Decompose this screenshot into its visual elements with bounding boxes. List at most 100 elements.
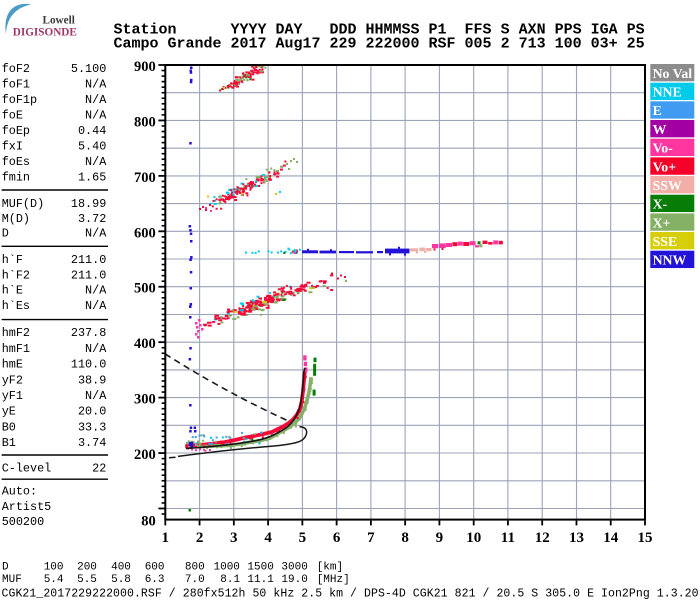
svg-text:h`E: h`E — [2, 284, 23, 298]
svg-text:hmF1: hmF1 — [2, 342, 30, 356]
svg-text:N/A: N/A — [85, 155, 107, 169]
svg-text:38.9: 38.9 — [78, 373, 106, 387]
svg-text:N/A: N/A — [85, 299, 107, 313]
svg-text:5.40: 5.40 — [78, 139, 106, 153]
svg-text:600: 600 — [145, 561, 165, 573]
svg-text:D: D — [2, 561, 9, 573]
svg-text:h`Es: h`Es — [2, 299, 30, 313]
svg-text:yF1: yF1 — [2, 389, 23, 403]
svg-text:5.5: 5.5 — [77, 574, 97, 586]
svg-text:B0: B0 — [2, 420, 16, 434]
svg-text:200: 200 — [77, 561, 97, 573]
svg-text:211.0: 211.0 — [71, 268, 106, 282]
svg-text:800: 800 — [185, 561, 205, 573]
svg-text:N/A: N/A — [85, 284, 107, 298]
svg-text:yE: yE — [2, 405, 16, 419]
svg-text:1.65: 1.65 — [78, 171, 106, 185]
svg-text:11: 11 — [501, 530, 515, 546]
svg-text:Artist5: Artist5 — [2, 500, 52, 514]
svg-text:4: 4 — [264, 530, 272, 546]
svg-text:110.0: 110.0 — [71, 358, 106, 372]
svg-text:DIGISONDE: DIGISONDE — [13, 26, 77, 38]
svg-text:600: 600 — [134, 225, 156, 241]
svg-text:3.74: 3.74 — [78, 436, 106, 450]
svg-text:W: W — [653, 122, 667, 137]
svg-text:yF2: yF2 — [2, 373, 23, 387]
svg-text:237.8: 237.8 — [71, 326, 106, 340]
svg-text:NNW: NNW — [653, 253, 687, 268]
svg-text:B1: B1 — [2, 436, 16, 450]
svg-text:C-level: C-level — [2, 462, 52, 476]
svg-text:3.72: 3.72 — [78, 212, 106, 226]
svg-text:M(D): M(D) — [2, 212, 30, 226]
svg-text:7: 7 — [367, 530, 375, 546]
svg-text:5.100: 5.100 — [71, 62, 106, 76]
svg-text:6.3: 6.3 — [145, 574, 165, 586]
svg-text:2: 2 — [196, 530, 204, 546]
svg-text:hmE: hmE — [2, 358, 23, 372]
svg-text:211.0: 211.0 — [71, 253, 106, 267]
svg-text:Campo Grande 2017 Aug17 229 22: Campo Grande 2017 Aug17 229 222000 RSF 0… — [114, 36, 645, 53]
svg-text:SSW: SSW — [653, 178, 682, 193]
svg-text:fxI: fxI — [2, 139, 23, 153]
svg-text:500200: 500200 — [2, 515, 44, 529]
svg-text:N/A: N/A — [85, 93, 107, 107]
svg-text:[MHz]: [MHz] — [317, 574, 350, 586]
svg-text:1000: 1000 — [214, 561, 240, 573]
svg-text:hmF2: hmF2 — [2, 326, 30, 340]
svg-text:5.4: 5.4 — [44, 574, 64, 586]
svg-text:200: 200 — [134, 447, 156, 463]
svg-text:12: 12 — [535, 530, 550, 546]
svg-text:80: 80 — [141, 514, 156, 530]
svg-text:fmin: fmin — [2, 171, 30, 185]
svg-text:15: 15 — [638, 530, 653, 546]
svg-text:20.0: 20.0 — [78, 405, 106, 419]
svg-text:h`F: h`F — [2, 253, 23, 267]
svg-text:5.8: 5.8 — [111, 574, 131, 586]
svg-text:900: 900 — [134, 59, 156, 75]
svg-text:MUF: MUF — [2, 574, 22, 586]
svg-text:foE: foE — [2, 109, 23, 123]
svg-text:11.1: 11.1 — [247, 574, 274, 586]
svg-text:22: 22 — [92, 462, 106, 476]
svg-text:13: 13 — [569, 530, 584, 546]
svg-text:8: 8 — [401, 530, 409, 546]
svg-text:5: 5 — [299, 530, 307, 546]
svg-text:3: 3 — [230, 530, 238, 546]
svg-text:Auto:: Auto: — [2, 485, 37, 499]
svg-text:foF1p: foF1p — [2, 93, 37, 107]
svg-text:N/A: N/A — [85, 227, 107, 241]
svg-text:9: 9 — [436, 530, 444, 546]
svg-text:N/A: N/A — [85, 342, 107, 356]
svg-text:3000: 3000 — [281, 561, 307, 573]
svg-text:Vo+: Vo+ — [653, 159, 677, 174]
svg-text:Station YYYY DAY DDD HH: Station YYYY DAY DDD HHMMSS P1 FFS S AXN… — [114, 21, 645, 38]
svg-text:Lowell: Lowell — [43, 15, 75, 27]
svg-text:0.44: 0.44 — [78, 124, 106, 138]
svg-text:1: 1 — [162, 530, 170, 546]
svg-text:D: D — [2, 227, 9, 241]
svg-text:18.99: 18.99 — [71, 197, 106, 211]
svg-text:10: 10 — [466, 530, 481, 546]
svg-text:foF1: foF1 — [2, 78, 30, 92]
svg-text:100: 100 — [44, 561, 64, 573]
svg-text:foF2: foF2 — [2, 62, 30, 76]
svg-text:h`F2: h`F2 — [2, 268, 30, 282]
svg-text:CGK21_2017229222000.RSF / 280f: CGK21_2017229222000.RSF / 280fx512h 50 k… — [2, 587, 699, 600]
svg-text:400: 400 — [134, 336, 156, 352]
svg-text:MUF(D): MUF(D) — [2, 197, 44, 211]
svg-text:N/A: N/A — [85, 109, 107, 123]
svg-text:Vo-: Vo- — [653, 141, 674, 156]
svg-text:X-: X- — [653, 197, 668, 212]
svg-text:[km]: [km] — [317, 561, 343, 573]
svg-text:X+: X+ — [653, 215, 671, 230]
svg-text:7.0: 7.0 — [185, 574, 205, 586]
svg-text:foEs: foEs — [2, 155, 30, 169]
svg-text:N/A: N/A — [85, 389, 107, 403]
svg-text:8.1: 8.1 — [220, 574, 240, 586]
svg-text:foEp: foEp — [2, 124, 30, 138]
svg-text:6: 6 — [333, 530, 341, 546]
svg-text:400: 400 — [111, 561, 131, 573]
svg-text:E: E — [653, 103, 662, 118]
svg-text:19.0: 19.0 — [281, 574, 307, 586]
